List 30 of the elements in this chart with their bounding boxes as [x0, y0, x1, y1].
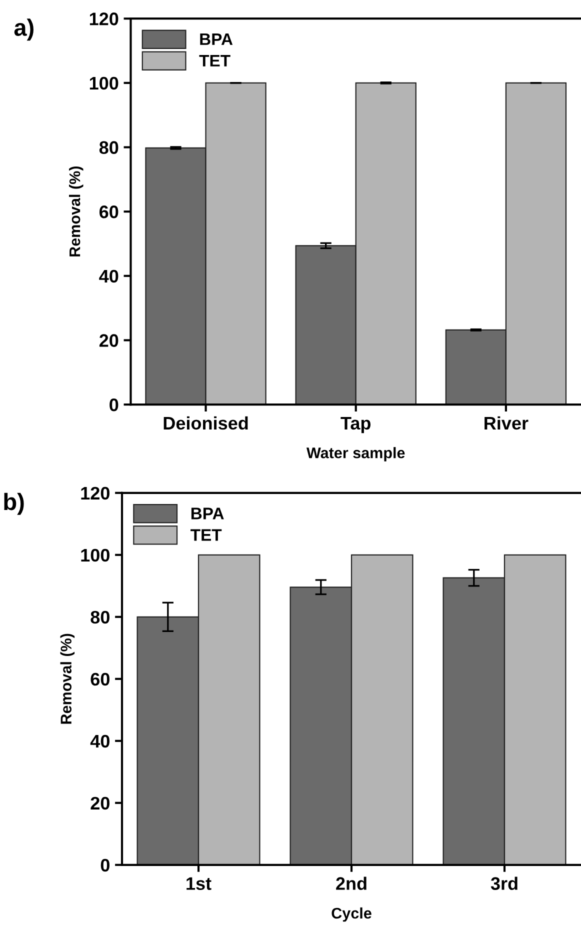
- chart-title: a): [14, 18, 34, 41]
- y-tick-label: 100: [81, 548, 110, 562]
- x-axis-title: Cycle: [332, 907, 372, 922]
- legend-label: TET: [190, 529, 222, 541]
- legend-label: BPA: [200, 33, 233, 45]
- y-tick-label: 60: [100, 206, 118, 218]
- legend-label: TET: [199, 54, 230, 66]
- y-tick-label: 20: [90, 796, 110, 810]
- y-tick-label: 40: [99, 270, 118, 283]
- y-tick-label: 0: [110, 398, 118, 412]
- y-tick-label: 60: [90, 672, 110, 686]
- y-tick-label: 20: [99, 334, 118, 347]
- y-tick-label: 80: [99, 141, 118, 154]
- y-tick-label: 80: [90, 610, 110, 624]
- x-tick-label: Tap: [340, 417, 371, 434]
- y-tick-label: 120: [90, 12, 118, 26]
- y-tick-label: 120: [81, 486, 110, 500]
- y-tick-label: 100: [90, 76, 118, 90]
- x-tick-label: River: [484, 416, 528, 430]
- y-axis-title: Removal (%): [60, 634, 75, 724]
- y-axis-title: Removal (%): [69, 166, 84, 256]
- y-tick-label: 40: [90, 734, 110, 748]
- x-tick-label: Deionised: [164, 416, 248, 430]
- x-axis-title: Water sample: [306, 447, 405, 462]
- chart-title: b): [4, 492, 24, 515]
- y-tick-label: 0: [100, 858, 110, 872]
- legend-label: BPA: [191, 508, 224, 520]
- x-tick-label: 3rd: [490, 876, 518, 890]
- x-tick-label: 1st: [186, 877, 212, 890]
- x-tick-label: 2nd: [336, 876, 366, 890]
